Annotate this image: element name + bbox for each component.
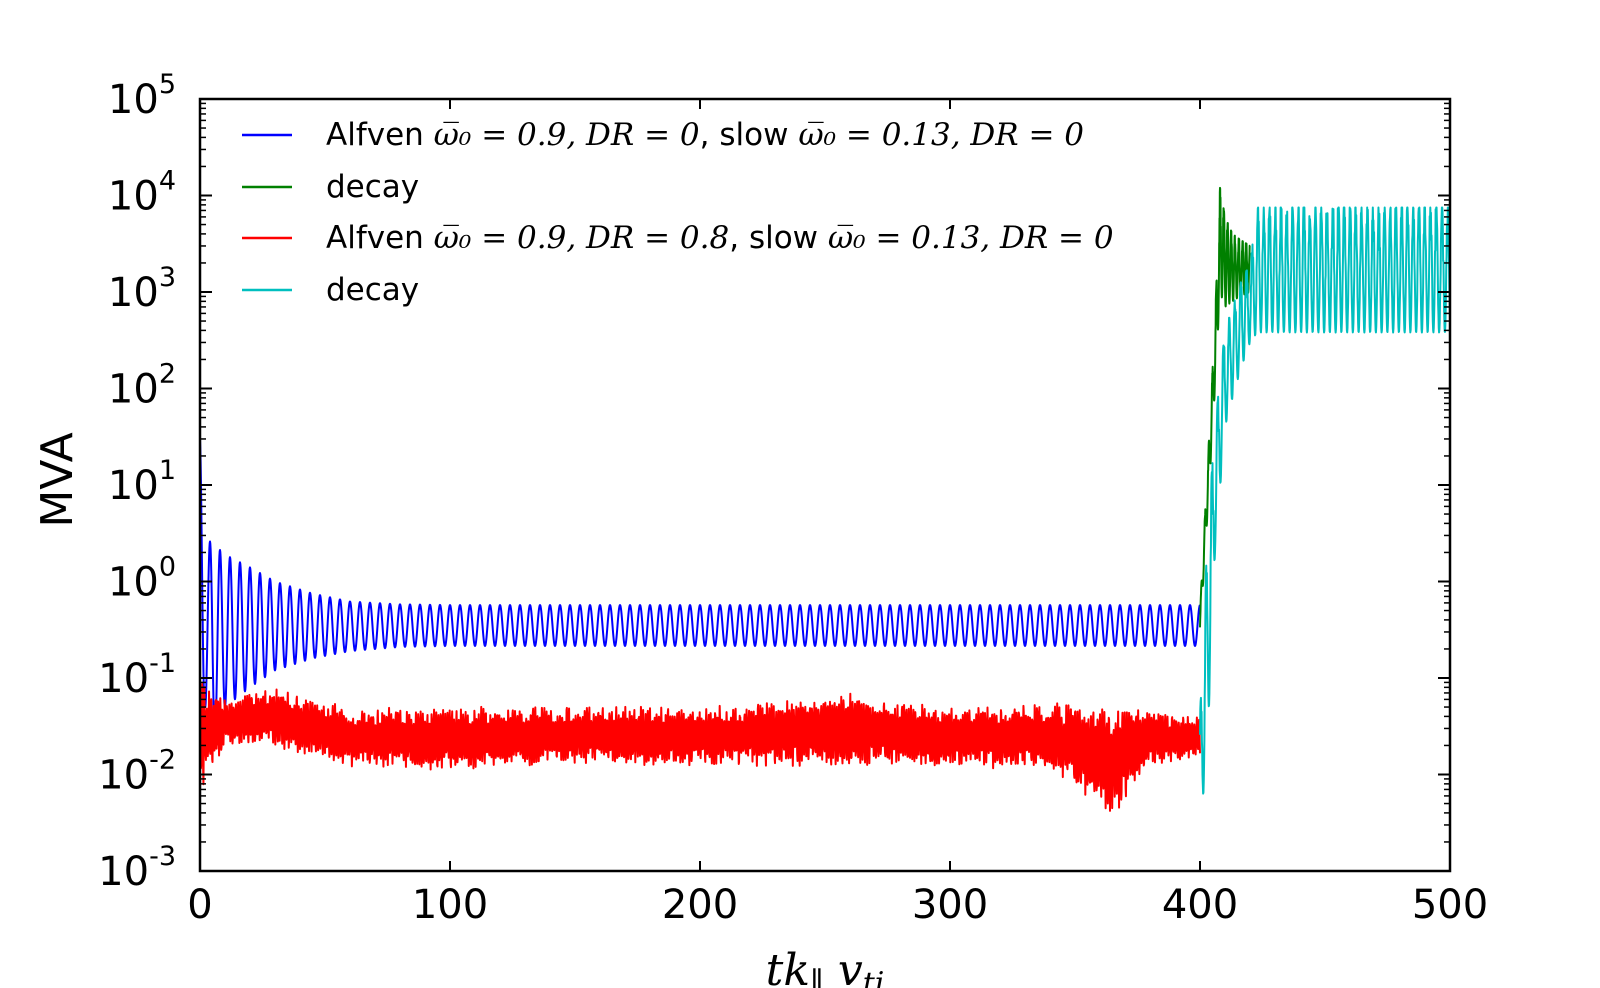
y-tick-label: 104: [108, 166, 176, 220]
y-tick-label-exponent: 1: [159, 455, 176, 486]
y-tick-label-base: 10: [108, 463, 159, 509]
legend-entry: decay: [326, 169, 419, 205]
y-tick-label-exponent: 3: [159, 262, 176, 293]
series-layer: [199, 186, 1451, 812]
y-tick-label-base: 10: [108, 367, 159, 413]
y-tick-label-base: 10: [108, 174, 159, 220]
y-tick-label-base: 10: [108, 560, 159, 606]
y-tick-label-exponent: -3: [149, 841, 176, 872]
legend-entry-prefix: decay: [326, 169, 419, 205]
y-tick-label-base: 10: [108, 77, 159, 123]
y-axis-label: MVA: [32, 432, 83, 527]
x-tick-label: 200: [662, 882, 738, 928]
y-tick-label-base: 10: [98, 849, 149, 895]
y-tick-label: 10-1: [98, 648, 176, 702]
x-axis-label: tk∥ vti: [766, 945, 885, 988]
y-tick-label: 102: [108, 359, 176, 413]
x-tick-labels: 0 100 200 300 400 500: [187, 882, 1488, 928]
legend-entry-mid: , slow: [729, 220, 828, 256]
legend-entry-mid: , slow: [700, 117, 799, 153]
x-tick-label: 500: [1412, 882, 1488, 928]
x-axis-label-t: tk: [766, 945, 810, 988]
y-tick-label-base: 10: [98, 656, 149, 702]
y-tick-label: 10-3: [98, 841, 176, 895]
legend: Alfven ω̅₀ = 0.9, DR = 0, slow ω̅₀ = 0.1…: [242, 117, 1114, 308]
legend-entry-math: ω̅₀ = 0.13, DR = 0: [798, 117, 1084, 153]
x-axis-label-v: v: [824, 945, 863, 988]
ticks-layer: [199, 98, 1451, 872]
legend-entry-math: ω̅₀ = 0.9, DR = 0.8: [434, 220, 730, 256]
x-axis-label-subscript: ti: [863, 966, 885, 988]
legend-entry-math: ω̅₀ = 0.9, DR = 0: [434, 117, 700, 153]
x-axis-label-parallel: ∥: [810, 966, 824, 988]
y-tick-label: 100: [108, 552, 176, 606]
x-tick-label: 300: [912, 882, 988, 928]
y-tick-label-base: 10: [98, 753, 149, 799]
legend-entry: Alfven ω̅₀ = 0.9, DR = 0, slow ω̅₀ = 0.1…: [326, 117, 1084, 153]
series-line-2: [199, 683, 1201, 812]
y-tick-label-exponent: 0: [159, 552, 176, 583]
legend-entry: Alfven ω̅₀ = 0.9, DR = 0.8, slow ω̅₀ = 0…: [326, 220, 1114, 256]
y-tick-label-exponent: 4: [159, 166, 176, 197]
legend-entry-prefix: Alfven: [326, 220, 434, 256]
y-tick-label-exponent: 5: [159, 69, 176, 100]
legend-entry-prefix: decay: [326, 272, 419, 308]
y-tick-label-exponent: -1: [149, 648, 176, 679]
y-tick-label-base: 10: [108, 270, 159, 316]
legend-entry: decay: [326, 272, 419, 308]
x-tick-label: 0: [187, 882, 212, 928]
y-tick-label: 103: [108, 262, 176, 316]
series-line-3: [1199, 206, 1451, 795]
x-tick-label: 400: [1162, 882, 1238, 928]
x-tick-label: 100: [412, 882, 488, 928]
series-line-0: [199, 438, 1201, 739]
series-line-1: [1199, 186, 1251, 628]
y-tick-label-exponent: -2: [149, 745, 176, 776]
y-tick-label: 105: [108, 69, 176, 123]
legend-entry-prefix: Alfven: [326, 117, 434, 153]
y-tick-label: 101: [108, 455, 176, 509]
legend-entry-math: ω̅₀ = 0.13, DR = 0: [828, 220, 1114, 256]
y-tick-label: 10-2: [98, 745, 176, 799]
y-tick-label-exponent: 2: [159, 359, 176, 390]
